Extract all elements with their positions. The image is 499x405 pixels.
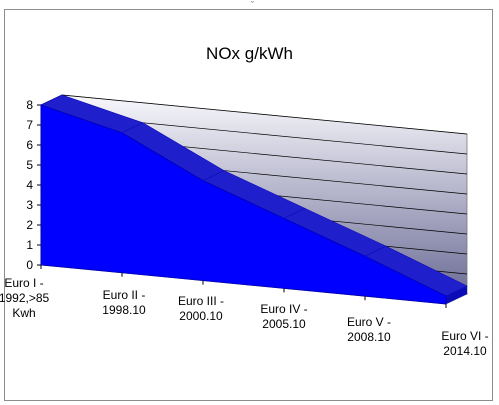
- data-point: [364, 255, 366, 257]
- area-end-cap: [446, 286, 467, 304]
- y-tick-label: 5: [26, 158, 33, 172]
- x-tick-label: Euro III -2000.10: [178, 294, 224, 323]
- data-point: [202, 179, 204, 182]
- data-point: [445, 295, 447, 297]
- y-tick-label: 7: [26, 118, 33, 132]
- series-area: [40, 94, 468, 305]
- y-tick-label: 0: [26, 258, 33, 272]
- data-point: [283, 217, 285, 220]
- x-tick-label: Euro VI -2014.10: [441, 329, 488, 358]
- y-tick-label: 4: [26, 178, 33, 192]
- value-axis: 0 1 2 3 4 5 6 7 8: [26, 98, 42, 272]
- x-tick-label-line: Euro V -: [347, 315, 391, 329]
- data-point: [40, 104, 42, 106]
- x-tick-label-line: Euro II -: [103, 288, 146, 302]
- x-tick-label-line: Euro III -: [178, 294, 224, 308]
- x-tick-label-line: 2005.10: [262, 317, 306, 331]
- top-marker: ˇ: [251, 0, 254, 10]
- y-tick-label: 2: [26, 218, 33, 232]
- y-tick-label: 3: [26, 198, 33, 212]
- x-tick-label: Euro II -1998.10: [102, 288, 146, 317]
- x-tick-label: Euro IV -2005.10: [260, 302, 307, 331]
- x-tick-label-line: Kwh: [12, 306, 35, 320]
- y-tick-label: 1: [26, 238, 33, 252]
- chart-title: NOx g/kWh: [206, 44, 293, 63]
- x-tick-label: Euro I -1992,>85 Kwh: [0, 276, 50, 320]
- y-tick-label: 8: [26, 98, 33, 112]
- x-tick-label-line: Euro VI -: [441, 329, 488, 343]
- x-tick-label-line: 2014.10: [443, 344, 487, 358]
- x-tick-label: Euro V -2008.10: [347, 315, 391, 344]
- x-tick-label-line: 2000.10: [179, 309, 223, 323]
- data-point: [121, 132, 123, 134]
- x-tick-label-line: Euro IV -: [260, 302, 307, 316]
- y-tick-label: 6: [26, 138, 33, 152]
- x-tick-label-line: Euro I -: [4, 276, 43, 290]
- x-tick-label-line: 1998.10: [102, 303, 146, 317]
- x-tick-label-line: 1992,>85: [0, 291, 50, 305]
- x-tick-label-line: 2008.10: [347, 330, 391, 344]
